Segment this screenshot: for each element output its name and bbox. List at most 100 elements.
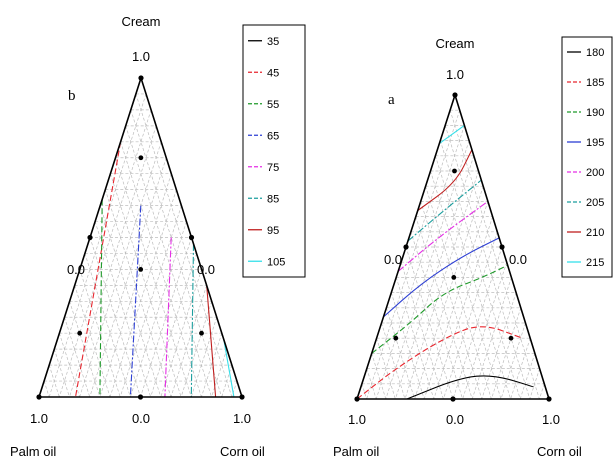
panel-a-top-tick: 1.0 [446,67,464,82]
panel-b-legend-label-105: 105 [267,256,285,268]
panel-b-triangle [36,75,245,400]
panel-b-left-tick: 1.0 [30,411,48,426]
panel-a-bottom-mid-tick: 0.0 [446,412,464,427]
panel-a-grid-line [386,307,415,400]
panel-a-left-tick: 1.0 [348,412,366,427]
panel-b-label: b [68,88,76,104]
panel-b-contour-75 [164,237,172,398]
panel-b-axis-marker [36,394,42,400]
panel-b-grid-line [79,269,121,398]
panel-b-grid-line [64,317,91,398]
panel-b-left-mid-tick: 0.0 [67,262,85,277]
panel-b-legend-label-95: 95 [267,225,279,237]
panel-b-bottom-mid-tick: 0.0 [132,411,150,426]
panel-b-grid [43,93,238,398]
panel-b-grid-line [140,237,192,398]
panel-b-grid-line [231,380,238,398]
panel-b-design-points [77,155,204,336]
panel-a-contours [356,124,534,400]
panel-b-top-tick: 1.0 [132,49,150,64]
panel-a-contour-205 [407,179,482,242]
panel-b-left-component-label: Palm oil [10,444,56,459]
panel-b-legend-label-85: 85 [267,193,279,205]
panel-a-grid-line [491,307,522,400]
panel-a-design-point [508,335,514,341]
panel-b-right-mid-tick: 0.0 [197,262,215,277]
panel-b-axis-marker [87,234,93,241]
panel-b-grid-line [130,221,187,398]
panel-a-legend-box [561,36,613,278]
panel-b-grid-line [170,285,207,398]
panel-a-left-component-label: Palm oil [333,444,379,459]
panel-a-grid-line [415,216,473,400]
panel-b-grid-line [221,364,233,398]
panel-a-contour-195 [382,237,500,318]
panel-a-grid-line [481,292,517,400]
panel-a-grid-line [462,262,508,400]
panel-a-grid [361,109,545,400]
panel-a-grid-line [423,201,489,400]
panel-a-grid-line [390,292,425,400]
panel-b-design-point [77,330,83,336]
panel-b-axis-marker [188,234,195,241]
panel-b-contour-45 [74,141,122,398]
panel-b-grid-line [201,333,223,398]
panel-b-grid-line [160,269,202,398]
panel-a-top-component-label: Cream [435,36,474,51]
panel-b-grid-line [119,205,182,398]
panel-a-grid-line [439,140,521,400]
panel-a-contour-180 [406,375,534,400]
panel-b-contour-55 [99,199,103,398]
panel-b-grid-line [89,237,141,398]
panel-a-contour-200 [397,200,489,272]
panel-a-grid-line [510,338,531,400]
panel-a-grid-line [376,338,396,400]
panel-b-grid-line [89,157,167,398]
panel-b-contour-105 [223,339,235,398]
panel-b-grid-line [135,93,233,398]
panel-b-axis-marker [138,75,144,81]
panel-a-label: a [388,92,395,108]
panel-b-grid-line [180,301,213,398]
panel-a-grid-line [529,368,540,400]
panel-a-grid-line [405,246,454,400]
panel-a-grid-line [371,353,387,400]
panel-a-ternary: a Cream 1.0 0.0 0.0 1.0 0.0 1.0 Palm oil… [333,36,613,459]
panel-a-grid-line [430,170,502,400]
panel-a-right-component-label: Corn oil [537,444,582,459]
panel-a-grid-line [404,170,479,400]
panel-a-grid-line [381,322,406,400]
panel-b-right-tick: 1.0 [233,411,251,426]
panel-b-grid-line [115,157,192,398]
panel-a-axis-marker [546,396,552,402]
panel-b-design-point [138,267,144,272]
panel-b-grid-line [48,364,60,398]
panel-b-legend-label-45: 45 [267,67,279,79]
panel-b-axis-marker [137,394,144,400]
panel-a-legend-label-185: 185 [586,77,604,89]
panel-a-axis-marker [354,396,360,402]
panel-a-axis-marker [452,92,458,98]
panel-b-grid-line [150,253,197,398]
panel-a-grid-line [400,262,444,400]
panel-a-contour-185 [356,326,523,400]
panel-b-grid-line [99,205,162,398]
panel-b-contour-85 [190,243,195,398]
panel-a-grid-line [443,231,498,400]
panel-a-right-tick: 1.0 [542,412,560,427]
panel-b-design-point [199,330,204,336]
panel-b-axis-marker [239,394,245,400]
panel-b-grid-line [211,349,228,398]
panel-a-legend-label-200: 200 [586,167,604,179]
panel-a-grid-line [519,353,536,400]
panel-b-legend-label-75: 75 [267,162,279,174]
panel-b-design-point [138,155,144,161]
panel-b-grid-line [74,285,111,398]
panel-b-top-component-label: Cream [121,14,160,29]
panel-a-design-point [393,335,399,341]
panel-a-legend-label-205: 205 [586,197,604,209]
panel-a-grid-line [361,383,367,400]
panel-b-legend: 35 45 55 65 75 85 95 105 [242,24,306,278]
panel-a-grid-line [471,277,512,400]
